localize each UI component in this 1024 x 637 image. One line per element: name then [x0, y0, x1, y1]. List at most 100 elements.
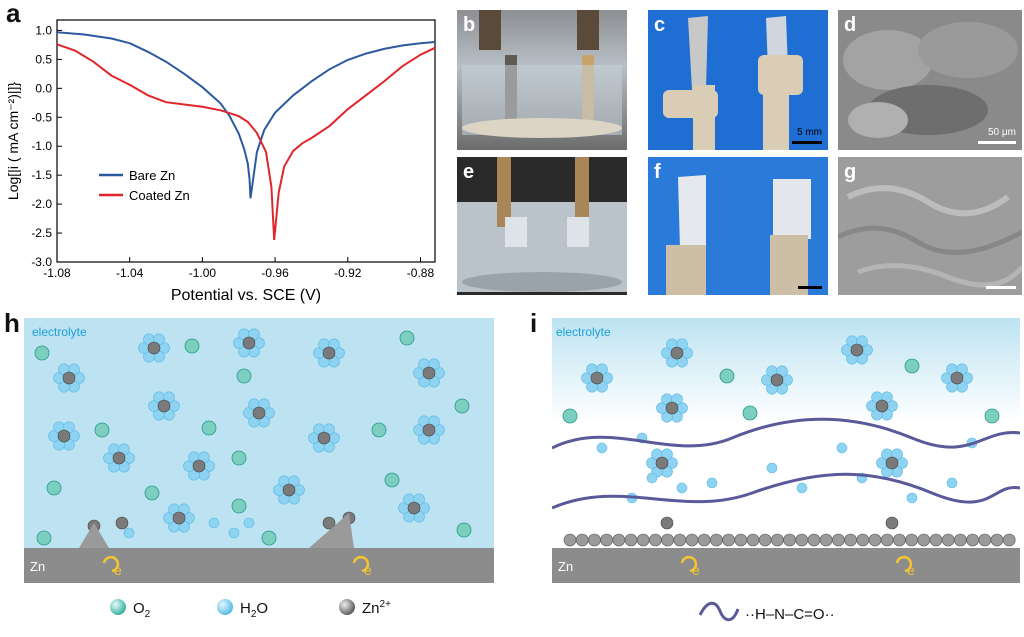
water-molecule: [228, 527, 240, 539]
zn-ion: [112, 451, 126, 465]
zn-ion: [422, 366, 436, 380]
deposited-zn-atom: [734, 533, 748, 547]
y-tick-label: -1.5: [31, 168, 52, 182]
zn-substrate: [552, 548, 1020, 583]
deposited-zn-atom: [575, 533, 589, 547]
o2-molecule: [144, 485, 160, 501]
zn-ion: [670, 346, 684, 360]
h2o-icon: [217, 599, 233, 615]
panel-label-e: e: [463, 161, 475, 183]
o2-molecule: [904, 358, 920, 374]
water-molecule: [646, 472, 658, 484]
electron-arrow-2: e: [895, 555, 915, 578]
particle-layer: [562, 335, 1000, 530]
zn-ion: [62, 371, 76, 385]
hydrated-zn-ion: [48, 421, 80, 451]
hydrated-zn-ion: [413, 415, 445, 445]
zn-ion: [252, 406, 266, 420]
zn-substrate: [24, 548, 494, 583]
deposited-zn-atom: [563, 533, 577, 547]
deposited-zn-atom: [783, 533, 796, 547]
zn-ion-icon: [339, 599, 355, 615]
schematic-h: electrolyte Zn e e: [24, 318, 494, 583]
o2-molecule: [231, 498, 247, 514]
water-molecule: [796, 482, 808, 494]
x-tick-label: -0.92: [334, 266, 362, 280]
y-tick-label: 0.0: [35, 81, 52, 95]
hydrated-zn-ion: [313, 338, 345, 368]
deposited-zn-atom: [673, 533, 687, 547]
o2-molecule: [201, 420, 217, 436]
zn-ion: [660, 516, 674, 530]
hydrated-zn-ion: [243, 398, 275, 428]
deposited-zn-atom: [636, 533, 650, 547]
deposited-zn-atom: [600, 533, 613, 547]
zn-ion: [950, 371, 964, 385]
deposited-zn-atom: [807, 533, 821, 547]
hydrated-zn-ion: [876, 448, 908, 478]
hydrated-zn-ion: [148, 391, 180, 421]
y-tick-label: -0.5: [31, 110, 52, 124]
o2-molecule: [719, 368, 735, 384]
deposited-zn-atom: [917, 533, 931, 547]
hydrated-zn-ion: [941, 363, 973, 393]
x-tick-label: -1.00: [189, 266, 217, 280]
zn-label: Zn: [30, 559, 45, 574]
zn-ion: [665, 401, 679, 415]
electron-label: e: [692, 562, 700, 578]
zn-ion: [885, 516, 899, 530]
deposited-zn-atom: [954, 533, 967, 547]
panel-label-i: i: [530, 308, 538, 338]
series-line-bare-zn: [56, 31, 436, 199]
zn-ion: [172, 511, 186, 525]
deposited-zn-atom: [893, 533, 906, 547]
o2-molecule: [184, 338, 200, 354]
legend-entry: Bare Zn: [129, 168, 175, 183]
hydrated-zn-ion: [53, 363, 85, 393]
y-tick-label: 0.5: [35, 52, 52, 66]
zn-ion: [422, 423, 436, 437]
o2-molecule: [454, 398, 470, 414]
hydrated-zn-ion: [233, 328, 265, 358]
series-lines: [56, 31, 436, 241]
panel-label-h: h: [4, 308, 20, 338]
scale-label-c: 5 mm: [797, 127, 822, 138]
zn-bead-layer: [563, 533, 1016, 547]
zn-ion: [322, 346, 336, 360]
photo-e: e: [457, 157, 627, 295]
scale-bar-d: [978, 141, 1016, 144]
photo-c: c 5 mm: [648, 10, 828, 150]
tafel-chart: -1.08 -1.04 -1.00 -0.96 -0.92 -0.88 1.0 0.5 0.0 -…: [5, 19, 436, 304]
deposited-zn-atom: [929, 533, 943, 547]
o2-molecule: [34, 345, 50, 361]
zn-ion: [655, 456, 669, 470]
series-line-coated-zn: [56, 43, 436, 241]
deposited-zn-atom: [880, 533, 894, 547]
electron-label: e: [907, 562, 915, 578]
deposited-zn-atom: [624, 533, 638, 547]
sem-d: d 50 μm: [838, 10, 1022, 150]
chart-legend: Bare Zn Coated Zn: [99, 168, 190, 203]
zn-ion: [850, 343, 864, 357]
hydrated-zn-ion: [866, 391, 898, 421]
zn-ion: [282, 483, 296, 497]
electron-label: e: [114, 562, 122, 578]
water-molecule: [123, 527, 135, 539]
x-tick-label: -1.08: [43, 266, 71, 280]
o2-molecule: [236, 368, 252, 384]
polymer-icon: [698, 601, 740, 622]
water-molecule: [946, 477, 958, 489]
zn-ion: [242, 336, 256, 350]
scale-bar-g: [986, 286, 1016, 289]
panel-label-g: g: [844, 161, 857, 183]
electrolyte-label: electrolyte: [556, 325, 611, 339]
photo-b: b: [457, 10, 627, 150]
panel-label-d: d: [844, 14, 857, 36]
o2-molecule: [36, 530, 52, 546]
zn-ion: [590, 371, 604, 385]
legend-entry: Coated Zn: [129, 188, 190, 203]
plot-frame: [56, 19, 436, 263]
o2-molecule: [456, 522, 472, 538]
y-tick-label: -2.0: [31, 197, 52, 211]
deposited-zn-atom: [856, 533, 870, 547]
